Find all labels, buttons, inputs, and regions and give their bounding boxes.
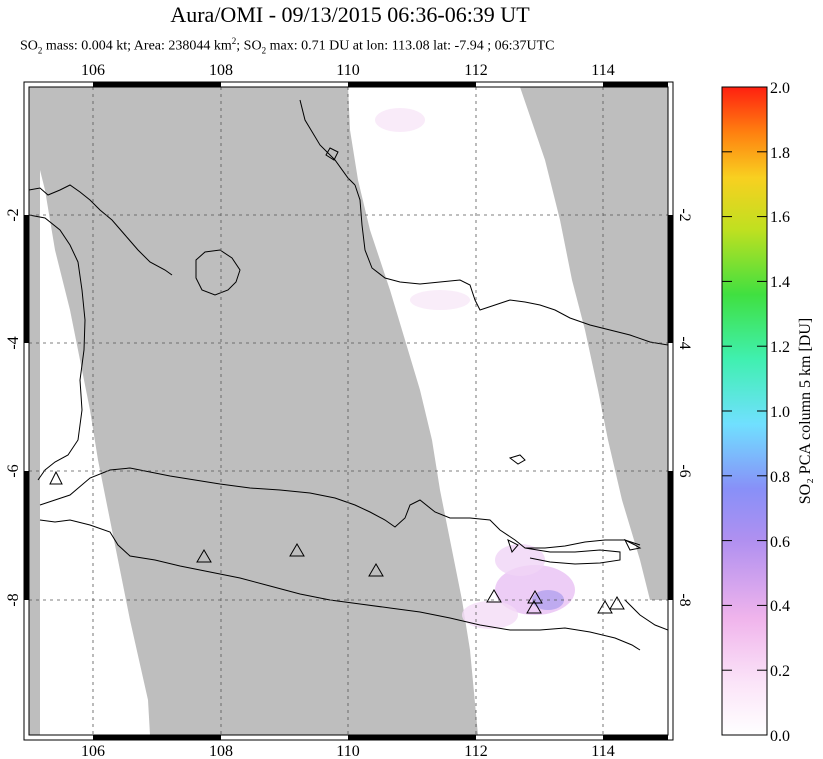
volcano-marker: [49, 470, 63, 485]
lat-tick-left: -4: [5, 336, 22, 349]
colorbar-tick: 0.8: [770, 469, 790, 486]
lon-tick-top: 110: [336, 62, 359, 79]
colorbar-tick: 0.6: [770, 534, 790, 551]
lat-tick-right: -6: [676, 464, 693, 477]
map-area: [29, 87, 668, 735]
lat-tick-left: -6: [5, 464, 22, 477]
volcano-marker: [368, 563, 384, 577]
lon-tick-bottom: 108: [209, 743, 233, 759]
lat-tick-right: -2: [676, 208, 693, 221]
lon-tick-bottom: 114: [591, 743, 614, 759]
lon-tick-top: 108: [209, 62, 233, 79]
volcano-marker: [289, 543, 305, 557]
colorbar-label: SO₂ PCA column 5 km [DU]: [797, 318, 814, 504]
map-title: Aura/OMI - 09/13/2015 06:36-06:39 UT: [170, 2, 530, 27]
graticule: [29, 87, 668, 735]
colorbar-tick: 0.2: [770, 663, 790, 680]
lat-tick-left: -8: [5, 593, 22, 606]
volcano-marker: [196, 549, 212, 563]
map-subtitle: SO2 mass: 0.004 kt; Area: 238044 km2; SO…: [20, 36, 555, 56]
colorbar: [721, 86, 768, 736]
lon-tick-top: 106: [81, 62, 105, 79]
colorbar-tick: 1.2: [770, 339, 790, 356]
volcano-markers: [49, 470, 625, 614]
volcano-marker: [609, 596, 625, 610]
lon-tick-bottom: 110: [336, 743, 359, 759]
lat-tick-right: -4: [676, 336, 693, 349]
colorbar-tick: 1.6: [770, 209, 790, 226]
lon-tick-bottom: 112: [464, 743, 487, 759]
volcano-marker: [526, 600, 542, 614]
lon-tick-top: 112: [464, 62, 487, 79]
colorbar-tick: 1.4: [770, 274, 790, 291]
map-frame: [23, 81, 674, 741]
colorbar-tick: 0.4: [770, 598, 790, 615]
colorbar-tick: 1.8: [770, 145, 790, 162]
lon-tick-top: 114: [591, 62, 614, 79]
colorbar-tick: 1.0: [770, 404, 790, 421]
volcano-marker: [486, 589, 502, 603]
lat-tick-right: -8: [676, 593, 693, 606]
no-data-region-left-strip: [29, 170, 40, 735]
lon-tick-bottom: 106: [81, 743, 105, 759]
no-data-region-west: [29, 87, 478, 735]
volcano-marker: [597, 600, 613, 614]
colorbar-tick: 0.0: [770, 728, 790, 745]
coastlines: [29, 99, 668, 651]
lat-tick-left: -2: [5, 208, 22, 221]
colorbar-tick: 2.0: [770, 80, 790, 97]
